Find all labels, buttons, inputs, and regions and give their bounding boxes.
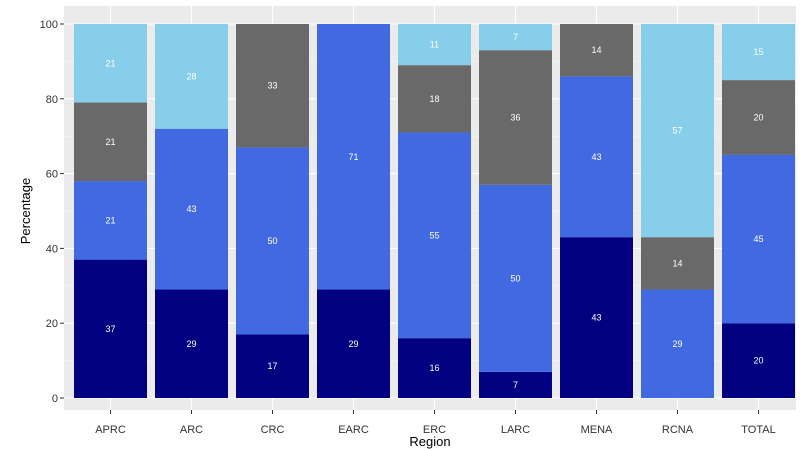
x-tick-label: LARC [501, 424, 530, 436]
x-tick-label: APRC [95, 424, 126, 436]
bar-labels: 37 21 21 21 29 43 28 17 50 33 29 71 16 55 18 11 7 50 36 7 43… [105, 32, 763, 390]
bar-value-label: 7 [513, 380, 518, 390]
bar-value-label: 21 [105, 58, 115, 68]
bar-value-label: 17 [267, 361, 277, 371]
bar-value-label: 43 [591, 152, 601, 162]
x-tick-label: EARC [338, 424, 369, 436]
y-tick-label: 0 [52, 393, 58, 405]
bar-value-label: 14 [591, 45, 601, 55]
bar-segment [74, 102, 147, 182]
bar-segment [641, 289, 714, 398]
bar-value-label: 37 [105, 324, 115, 334]
bar-value-label: 71 [348, 152, 358, 162]
bar-segment [398, 132, 471, 339]
bar-segment [236, 24, 309, 148]
bar-value-label: 33 [267, 81, 277, 91]
bar-segment [722, 154, 795, 324]
bar-segment [479, 50, 552, 185]
bar-value-label: 55 [429, 230, 439, 240]
bar-segment [479, 184, 552, 372]
bar-segment [641, 237, 714, 290]
bar-value-label: 29 [672, 339, 682, 349]
y-tick-label: 100 [40, 19, 58, 31]
y-tick-label: 60 [46, 169, 58, 181]
bar-value-label: 50 [510, 273, 520, 283]
bar-segment [641, 24, 714, 238]
x-tick-label: ARC [180, 424, 203, 436]
bar-value-label: 7 [513, 32, 518, 42]
bar-segment [155, 128, 228, 290]
bar-value-label: 16 [429, 363, 439, 373]
bar-segment [560, 76, 633, 238]
x-tick-label: TOTAL [741, 424, 775, 436]
bar-value-label: 15 [753, 47, 763, 57]
bar-segment [722, 80, 795, 155]
bar-value-label: 18 [429, 94, 439, 104]
x-tick-label: CRC [261, 424, 285, 436]
bar-value-label: 20 [753, 356, 763, 366]
y-axis: 0 20 40 60 80 100 [40, 19, 64, 405]
bar-value-label: 50 [267, 236, 277, 246]
bar-value-label: 43 [591, 313, 601, 323]
bar-segment [74, 24, 147, 103]
bar-segment [398, 24, 471, 66]
bars [74, 24, 795, 398]
y-axis-title: Percentage [18, 178, 33, 245]
bar-value-label: 14 [672, 258, 682, 268]
bar-segment [155, 289, 228, 398]
bar-value-label: 29 [186, 339, 196, 349]
bar-segment [398, 65, 471, 133]
bar-segment [479, 371, 552, 398]
bar-segment [560, 237, 633, 398]
bar-value-label: 11 [430, 40, 439, 50]
y-tick-label: 80 [46, 94, 58, 106]
y-tick-label: 40 [46, 243, 58, 255]
bar-segment [236, 334, 309, 398]
bar-value-label: 21 [105, 137, 115, 147]
bar-segment [722, 323, 795, 398]
x-tick-label: RCNA [662, 424, 694, 436]
bar-value-label: 20 [753, 113, 763, 123]
bar-segment [155, 24, 228, 129]
bar-value-label: 36 [510, 113, 520, 123]
bar-segment [74, 259, 147, 398]
bar-value-label: 21 [105, 215, 115, 225]
bar-segment [317, 289, 390, 398]
x-axis: APRC ARC CRC EARC ERC LARC MENA RCNA TOTAL [95, 410, 776, 436]
x-tick-label: MENA [581, 424, 613, 436]
bar-segment [479, 24, 552, 51]
bar-segment [317, 24, 390, 290]
bar-value-label: 57 [672, 126, 682, 136]
y-tick-label: 20 [46, 318, 58, 330]
bar-value-label: 28 [186, 71, 196, 81]
bar-segment [722, 24, 795, 81]
bar-value-label: 45 [753, 234, 763, 244]
x-tick-label: ERC [423, 424, 446, 436]
bar-segment [560, 24, 633, 77]
bar-value-label: 29 [348, 339, 358, 349]
bar-segment [398, 338, 471, 398]
bar-segment [74, 181, 147, 260]
bar-segment [236, 147, 309, 335]
x-axis-title: Region [409, 434, 450, 449]
bar-value-label: 43 [186, 204, 196, 214]
